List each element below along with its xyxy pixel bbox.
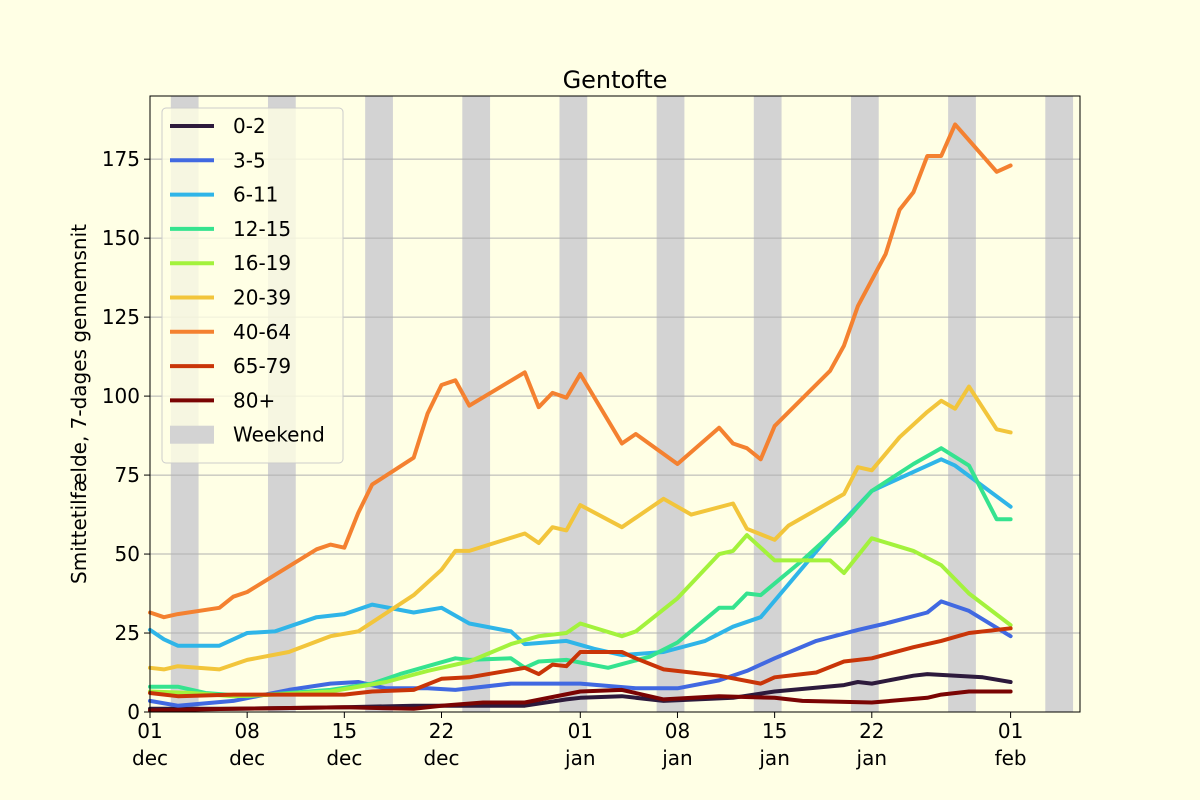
x-tick-label: 15 bbox=[762, 719, 787, 743]
x-tick-label: jan bbox=[564, 746, 596, 770]
y-tick-label: 50 bbox=[115, 542, 140, 566]
y-tick-label: 125 bbox=[102, 305, 140, 329]
y-tick-label: 100 bbox=[102, 384, 140, 408]
x-tick-label: 01 bbox=[998, 719, 1023, 743]
legend-label: 65-79 bbox=[233, 354, 291, 378]
x-tick-label: 15 bbox=[332, 719, 357, 743]
series-lines bbox=[148, 122, 1013, 713]
chart-title: Gentofte bbox=[563, 66, 668, 94]
x-tick-label: 01 bbox=[137, 719, 162, 743]
legend-label: 40-64 bbox=[233, 320, 291, 344]
legend-label: Weekend bbox=[233, 423, 325, 447]
y-tick-label: 150 bbox=[102, 226, 140, 250]
x-tick-label: 01 bbox=[568, 719, 593, 743]
series-line-80+ bbox=[148, 687, 1013, 713]
y-tick-label: 0 bbox=[127, 700, 140, 724]
series-line-40-64 bbox=[148, 122, 1013, 620]
legend: 0-2 3-5 6-11 12-15 16-19 20-39 40-64 65-79 80+ We… bbox=[161, 107, 344, 464]
x-tick-label: jan bbox=[758, 746, 790, 770]
series-line-65-79 bbox=[148, 626, 1013, 699]
series-line-3-5 bbox=[148, 599, 1013, 708]
y-tick-label: 175 bbox=[102, 147, 140, 171]
weekend-band bbox=[850, 96, 879, 712]
x-tick-label: dec bbox=[229, 746, 265, 770]
y-axis-label: Smittetilfælde, 7-dages gennemsnit bbox=[67, 224, 91, 584]
x-tick-label: 22 bbox=[859, 719, 884, 743]
legend-weekend-swatch bbox=[170, 425, 214, 444]
x-tick-label: feb bbox=[995, 746, 1027, 770]
weekend-band bbox=[1045, 96, 1074, 712]
x-tick-label: jan bbox=[661, 746, 693, 770]
x-tick-label: 22 bbox=[429, 719, 454, 743]
legend-label: 0-2 bbox=[233, 114, 266, 138]
x-axis-ticks: 01 dec 08 dec 15 dec 22 dec 01 jan 08 jan 15 jan 22 jan… bbox=[132, 712, 1027, 770]
legend-box bbox=[161, 107, 344, 464]
x-tick-label: dec bbox=[326, 746, 362, 770]
y-axis-ticks: 0 25 50 75 100 125 150 175 bbox=[102, 147, 150, 724]
weekend-band bbox=[559, 96, 588, 712]
plot-area-frame bbox=[149, 95, 1081, 713]
x-tick-label: dec bbox=[423, 746, 459, 770]
y-tick-label: 25 bbox=[115, 621, 140, 645]
x-tick-label: 08 bbox=[665, 719, 690, 743]
weekend-band bbox=[656, 96, 685, 712]
x-tick-label: dec bbox=[132, 746, 168, 770]
series-line-16-19 bbox=[148, 533, 1013, 699]
series-line-20-39 bbox=[148, 384, 1013, 672]
x-tick-label: jan bbox=[856, 746, 888, 770]
legend-label: 80+ bbox=[233, 388, 275, 412]
y-tick-label: 75 bbox=[115, 463, 140, 487]
legend-label: 16-19 bbox=[233, 251, 291, 275]
legend-label: 12-15 bbox=[233, 217, 291, 241]
legend-label: 3-5 bbox=[233, 148, 266, 172]
x-tick-label: 08 bbox=[234, 719, 259, 743]
weekend-band bbox=[948, 96, 976, 712]
legend-label: 6-11 bbox=[233, 183, 278, 207]
legend-label: 20-39 bbox=[233, 286, 291, 310]
